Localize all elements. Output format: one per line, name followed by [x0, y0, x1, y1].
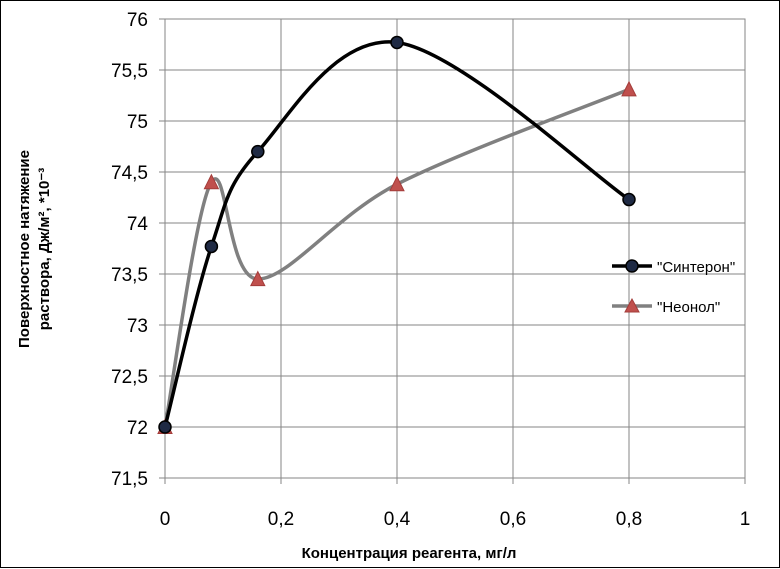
y-axis-title: Поверхностное натяжение раствора, Дж/м²,… — [16, 150, 53, 348]
x-axis-title: Концентрация реагента, мг/л — [302, 545, 517, 562]
x-tick-label: 0,2 — [268, 509, 294, 530]
y-axis-title-line-1: Поверхностное натяжение — [16, 150, 33, 348]
data-point — [249, 270, 266, 287]
y-tick-label: 73 — [127, 316, 148, 337]
x-tick-label: 0,4 — [384, 509, 411, 530]
y-tick-label: 71,5 — [111, 469, 148, 490]
data-point — [203, 173, 220, 190]
legend-entry: "Неонол" — [612, 297, 720, 316]
y-tick-label: 76 — [127, 10, 148, 31]
x-tick-label: 0,8 — [616, 509, 642, 530]
series-0 — [158, 35, 636, 434]
x-tick-label: 1 — [740, 509, 751, 530]
data-point — [622, 192, 636, 207]
y-axis-title-line-2: раствора, Дж/м², *10⁻³ — [36, 168, 53, 331]
x-axis: 0 0,2 0,4 0,6 0,8 1 — [160, 478, 751, 530]
data-point — [158, 420, 172, 434]
y-tick-label: 75,5 — [111, 61, 148, 82]
data-point — [621, 80, 637, 97]
data-point — [204, 239, 219, 254]
y-tick-label: 72 — [127, 418, 148, 439]
legend: "Синтерон" "Неонол" — [612, 259, 735, 316]
series-line — [163, 40, 631, 429]
data-point — [251, 144, 265, 159]
legend-marker — [624, 297, 640, 313]
y-tick-label: 73,5 — [111, 265, 148, 286]
y-axis: 71,5 72 72,5 73 73,5 74 74,5 75 75,5 76 — [111, 10, 165, 490]
grid — [164, 18, 746, 479]
data-point — [389, 175, 405, 192]
legend-marker — [625, 259, 639, 273]
x-tick-label: 0,6 — [500, 509, 526, 530]
legend-label: "Неонол" — [657, 299, 720, 316]
legend-label: "Синтерон" — [657, 259, 735, 276]
data-point — [390, 35, 404, 50]
x-tick-label: 0 — [160, 509, 171, 530]
y-tick-label: 74,5 — [111, 163, 148, 184]
y-tick-label: 72,5 — [111, 367, 148, 388]
y-tick-label: 75 — [127, 112, 148, 133]
series-layer — [157, 35, 637, 434]
legend-entry: "Синтерон" — [612, 259, 735, 276]
y-tick-label: 74 — [127, 214, 149, 235]
plot-area — [164, 18, 746, 479]
